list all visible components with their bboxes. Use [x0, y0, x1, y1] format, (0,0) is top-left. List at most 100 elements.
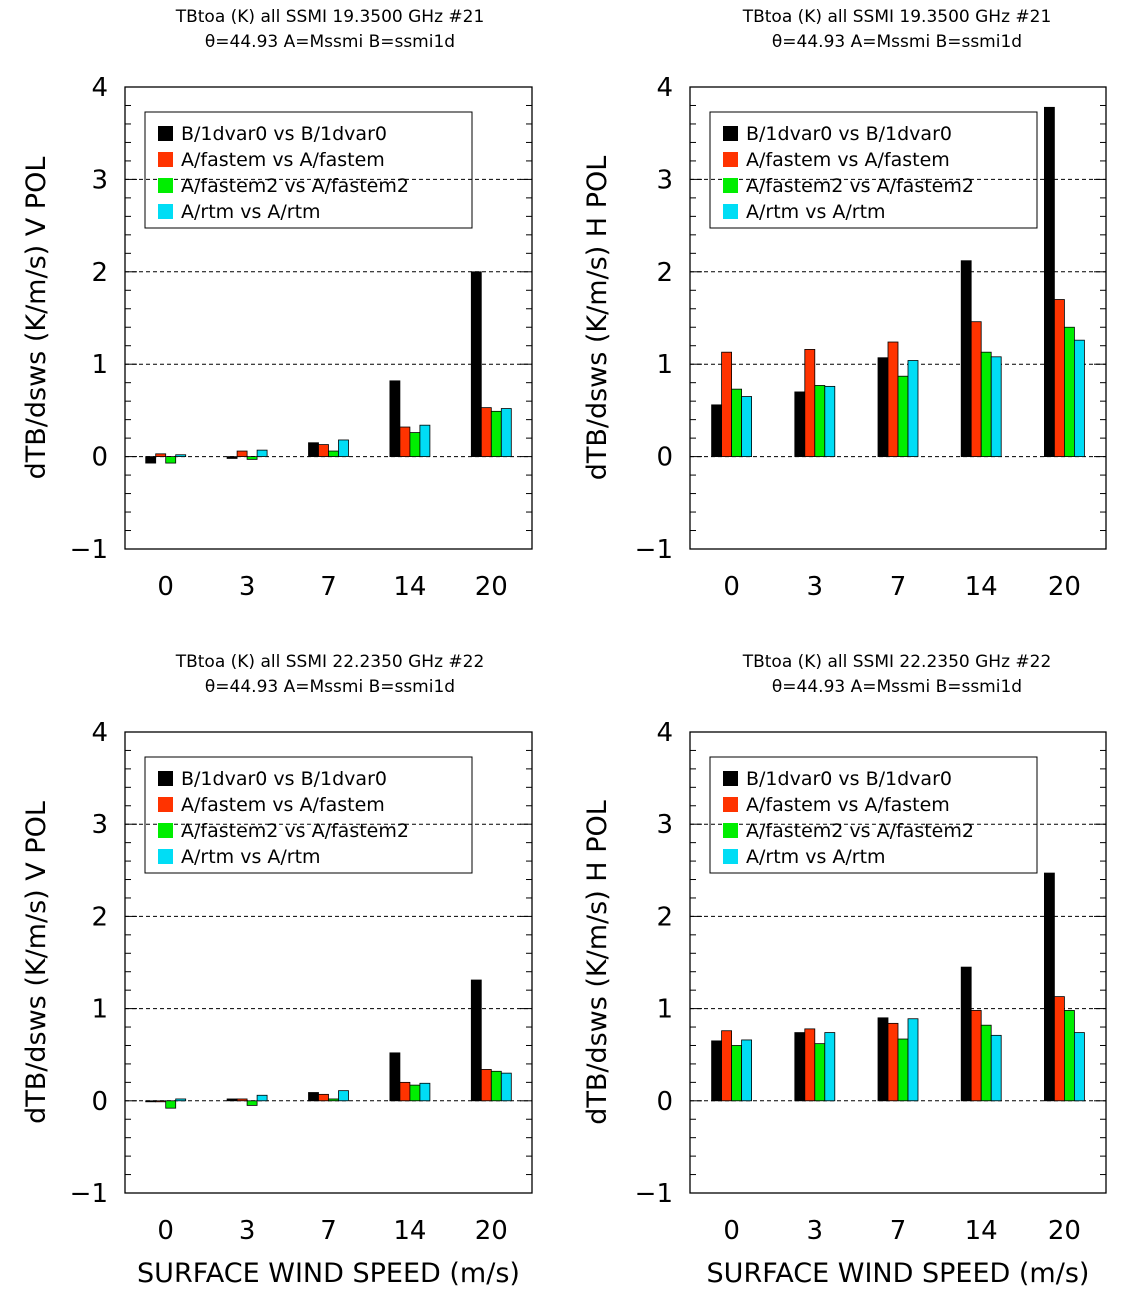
bar-s3-c1 — [165, 1100, 177, 1109]
x-tick-label: 14 — [393, 572, 426, 602]
bar-s4-c3 — [907, 1018, 919, 1102]
chart-title: TBtoa (K) all SSMI 22.2350 GHz #22 — [175, 652, 485, 672]
legend-swatch-1 — [723, 771, 738, 786]
bar-s1-c4 — [960, 260, 972, 458]
y-tick-label: 4 — [91, 718, 108, 748]
y-tick-label: 4 — [91, 73, 108, 103]
bar-s3-c1 — [731, 388, 742, 458]
bar-s3-c2 — [814, 1043, 826, 1102]
bar-s3-c2 — [246, 1100, 258, 1106]
bar-s1-c2 — [226, 1098, 238, 1102]
bar-s2-c2 — [804, 1028, 816, 1102]
bar-s4-c1 — [175, 454, 187, 458]
bar-s2-c5 — [1054, 996, 1065, 1102]
bar-s2-c2 — [236, 450, 248, 457]
bar-s4-c1 — [741, 396, 752, 458]
bar-s1-c4 — [960, 966, 972, 1102]
y-tick-label: 1 — [91, 995, 108, 1025]
legend-label: A/fastem2 vs A/fastem2 — [746, 175, 974, 197]
plot-frame — [689, 731, 1107, 1194]
bar-s3-c5 — [1064, 326, 1075, 457]
bar-s4-c4 — [990, 356, 1002, 458]
legend-box — [709, 756, 1038, 874]
bar-s3-c3 — [328, 1098, 339, 1102]
legend-swatch-1 — [158, 771, 173, 786]
bar-s3-c5 — [1064, 1010, 1075, 1102]
legend-swatch-3 — [158, 823, 173, 838]
legend-label: A/fastem vs A/fastem — [746, 794, 950, 816]
chart-title: TBtoa (K) all SSMI 19.3500 GHz #21 — [175, 7, 485, 27]
bar-s3-c5 — [490, 410, 502, 458]
bar-s4-c5 — [1074, 1032, 1085, 1102]
y-tick-label: 0 — [91, 1087, 108, 1117]
x-tick-label: 7 — [890, 572, 907, 602]
x-tick-label: 14 — [393, 1216, 426, 1246]
bar-s1-c5 — [470, 271, 482, 457]
chart-panel-1: TBtoa (K) all SSMI 19.3500 GHz #21 θ=44.9… — [21, 7, 533, 602]
bar-s4-c2 — [824, 1032, 836, 1102]
y-tick-label: 1 — [91, 350, 108, 380]
legend-label: A/fastem vs A/fastem — [181, 149, 385, 171]
bar-s2-c1 — [155, 453, 167, 458]
y-axis-label: dTB/dsws (K/m/s) H POL — [582, 156, 613, 481]
x-tick-label: 3 — [239, 572, 256, 602]
chart-subtitle: θ=44.93 A=Mssmi B=ssmi1d — [205, 677, 455, 697]
y-tick-label: 2 — [656, 902, 673, 932]
bar-s1-c2 — [794, 1032, 806, 1102]
x-tick-label: 0 — [723, 572, 740, 602]
bar-s4-c2 — [256, 449, 268, 457]
plot-frame — [124, 731, 533, 1194]
y-tick-label: 4 — [656, 73, 673, 103]
bar-s4-c5 — [500, 1072, 512, 1102]
legend: B/1dvar0 vs B/1dvar0 A/fastem vs A/fastem… — [709, 756, 1038, 874]
legend-swatch-4 — [158, 849, 173, 864]
legend-swatch-3 — [723, 823, 738, 838]
x-axis-label: SURFACE WIND SPEED (m/s) — [707, 1258, 1090, 1289]
bar-s4-c1 — [741, 1039, 752, 1102]
legend-swatch-4 — [158, 204, 173, 219]
bar-s1-c3 — [877, 1017, 889, 1102]
y-tick-label: 3 — [91, 165, 108, 195]
legend-label: A/fastem vs A/fastem — [746, 149, 950, 171]
bar-s2-c5 — [480, 1069, 492, 1102]
bar-s1-c3 — [308, 442, 319, 457]
x-tick-label: 7 — [890, 1216, 907, 1246]
bar-s1-c1 — [145, 1100, 157, 1103]
bar-s4-c4 — [990, 1034, 1002, 1102]
legend-label: B/1dvar0 vs B/1dvar0 — [746, 123, 952, 145]
legend: B/1dvar0 vs B/1dvar0 A/fastem vs A/fastem… — [709, 111, 1038, 229]
bar-s4-c3 — [907, 360, 919, 457]
bar-s3-c2 — [246, 456, 258, 460]
x-tick-label: 20 — [475, 572, 508, 602]
bar-s2-c4 — [970, 321, 982, 458]
bar-s2-c3 — [887, 1022, 899, 1102]
legend-label: A/fastem vs A/fastem — [181, 794, 385, 816]
y-tick-label: 1 — [656, 350, 673, 380]
legend-box — [144, 111, 473, 229]
bar-s2-c3 — [318, 1093, 329, 1102]
legend-label: A/rtm vs A/rtm — [181, 201, 321, 223]
bar-s2-c1 — [155, 1100, 167, 1103]
bar-s3-c3 — [897, 1038, 909, 1102]
bar-s2-c5 — [480, 407, 492, 457]
legend-label: A/fastem2 vs A/fastem2 — [746, 820, 974, 842]
bar-s2-c3 — [318, 444, 329, 458]
legend: B/1dvar0 vs B/1dvar0 A/fastem vs A/fastem… — [144, 111, 473, 229]
bar-s3-c4 — [980, 1024, 992, 1102]
bar-s2-c1 — [721, 351, 732, 457]
bar-s1-c1 — [711, 1040, 722, 1102]
bar-s2-c3 — [887, 341, 899, 457]
bar-s1-c5 — [1044, 106, 1055, 458]
y-axis-label: dTB/dsws (K/m/s) V POL — [21, 801, 52, 1124]
legend-label: B/1dvar0 vs B/1dvar0 — [181, 123, 387, 145]
bar-s4-c3 — [338, 439, 349, 457]
x-tick-label: 14 — [965, 572, 998, 602]
bar-s2-c5 — [1054, 299, 1065, 457]
chart-panel-4: TBtoa (K) all SSMI 22.2350 GHz #22 θ=44.9… — [582, 652, 1107, 1289]
legend-swatch-2 — [723, 152, 738, 167]
bar-s1-c3 — [308, 1092, 319, 1102]
bar-s4-c3 — [338, 1090, 349, 1102]
bar-s2-c4 — [399, 426, 411, 458]
chart-subtitle: θ=44.93 A=Mssmi B=ssmi1d — [772, 32, 1022, 52]
